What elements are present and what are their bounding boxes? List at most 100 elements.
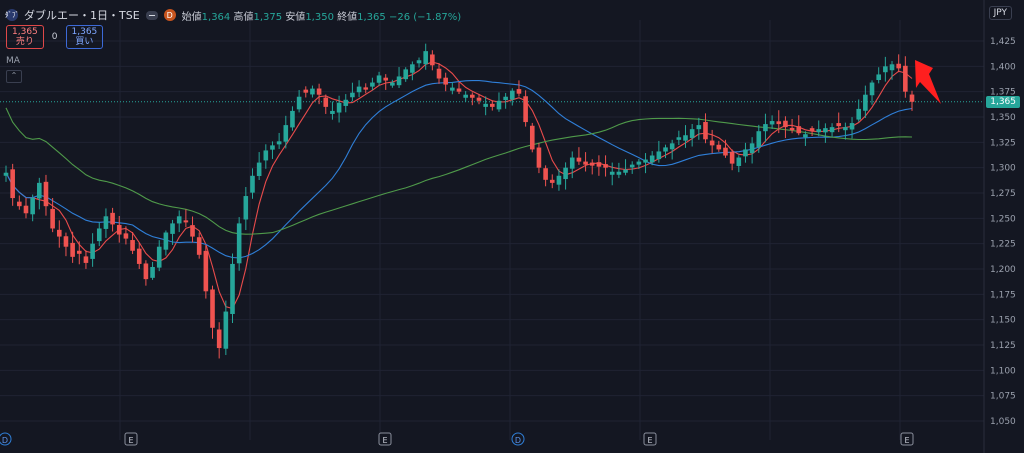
candle-down [443,77,448,85]
candle-up [669,143,675,150]
candle-down [723,147,728,156]
y-tick-label: 1,250 [990,214,1016,224]
event-marker-dividend[interactable]: D [511,432,525,446]
candle-down [23,205,29,214]
candle-up [556,175,562,185]
y-tick-label: 1,350 [990,113,1016,123]
candle-up [90,243,95,259]
candle-up [403,69,409,80]
candle-up [856,108,862,120]
candle-up [396,76,402,86]
candle-up [343,99,349,106]
chevron-up-icon[interactable]: ⌃ [6,70,22,83]
marker-label: E [904,436,909,445]
red-arrow [915,60,941,104]
candle-up [236,223,242,264]
candle-up [883,66,888,73]
candle-up [276,141,282,145]
candle-up [243,196,249,220]
candle-up [410,64,415,73]
candle-up [483,103,488,107]
candle-down [809,128,815,132]
minus-icon[interactable] [145,10,158,20]
candle-up [656,151,662,160]
y-tick-label: 1,100 [990,366,1016,376]
candle-down [836,123,842,127]
candle-up [230,263,235,314]
candle-down [490,103,495,107]
candle-up [636,161,642,165]
candle-down [536,147,542,168]
y-tick-label: 1,300 [990,164,1016,174]
candle-down [116,224,122,235]
candle-up [743,149,748,157]
indicator-label[interactable]: MA [6,56,20,66]
candle-up [156,246,162,268]
candle-down [130,240,135,251]
candle-down [516,89,522,94]
candle-up [250,175,255,193]
candle-down [603,164,608,168]
candle-down [136,248,142,264]
candle-down [576,157,582,162]
last-price-tag: 1,365 [986,96,1020,108]
candle-down [70,242,75,257]
candle-up [803,134,808,138]
candle-down [183,220,189,223]
candle-up [869,82,875,96]
sell-button[interactable]: 1,365 売り [6,25,44,49]
candle-up [37,182,42,199]
candle-down [50,208,55,229]
candle-down [783,120,788,128]
candle-up [829,127,835,133]
event-marker-earnings[interactable]: E [124,432,138,446]
event-marker-earnings[interactable]: E [643,432,657,446]
y-tick-label: 1,375 [990,88,1016,98]
y-tick-label: 1,050 [990,417,1016,427]
moving-averages [5,61,913,310]
candle-down [363,87,369,90]
candle-down [896,63,901,69]
candle-up [30,198,35,215]
event-marker-earnings[interactable]: E [900,432,914,446]
buy-button[interactable]: 1,365 買い [65,25,104,49]
candle-down [210,289,215,328]
candle-down [63,236,69,247]
symbol-title[interactable]: ダブルエー・1日・TSE [24,9,140,22]
candle-down [903,65,908,92]
candlesticks [3,43,915,359]
candle-down [776,121,782,125]
candle-up [176,216,182,224]
candle-up [736,157,742,166]
candle-up [283,125,289,142]
candle-up [330,110,335,114]
candle-up [623,169,628,173]
event-marker-earnings[interactable]: E [378,432,392,446]
candle-up [756,131,762,148]
candle-up [310,88,315,95]
candle-down [909,94,915,102]
candle-down [583,161,588,165]
candle-up [423,51,428,65]
candle-down [470,94,475,98]
candle-up [649,155,655,163]
chart-header: ﾀﾞﾌﾞ ダブルエー・1日・TSE D 始値1,364 高値1,375 安値1,… [5,7,462,23]
currency-selector[interactable]: JPY [988,6,1012,20]
candle-down [716,144,722,150]
candle-down [17,201,22,207]
y-tick-label: 1,225 [990,240,1016,250]
y-tick-label: 1,175 [990,290,1016,300]
candle-down [383,77,389,81]
ohlc-values: 始値1,364 高値1,375 安値1,350 終値1,365 −26 (−1.… [181,11,462,23]
candle-down [83,256,89,263]
y-tick-label: 1,425 [990,37,1016,47]
event-marker-dividend[interactable]: D [0,432,12,446]
candle-up [643,159,648,163]
price-change: −26 (−1.87%) [388,11,462,23]
candle-up [290,110,295,128]
candle-up [103,216,109,229]
y-tick-label: 1,075 [990,392,1016,402]
quantity: 0 [51,32,58,42]
